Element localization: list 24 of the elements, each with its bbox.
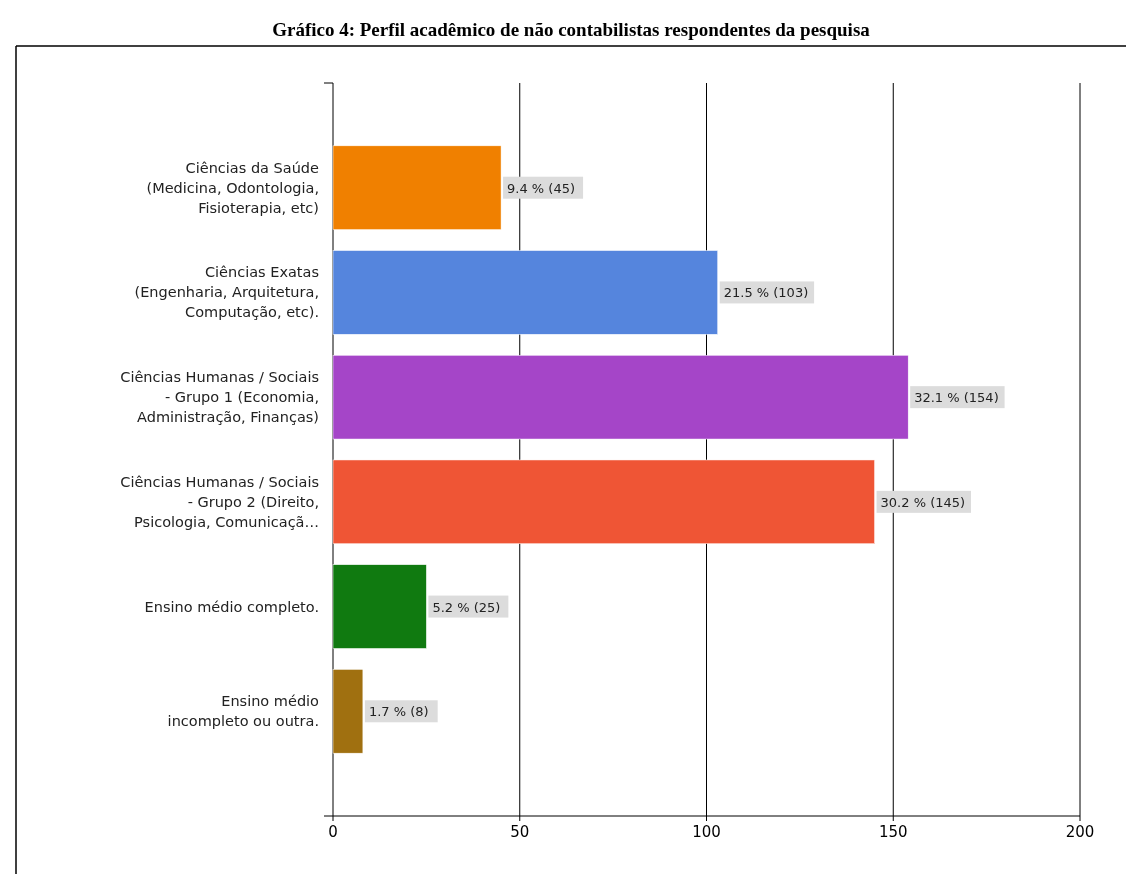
bar: [332, 355, 909, 440]
y-tick-label: Ciências Humanas / Sociais - Grupo 2 (Direito, Psicologia, Comunicaçã…: [120, 473, 319, 530]
bar: [332, 250, 718, 335]
bar: [332, 459, 875, 544]
bar: [332, 145, 502, 230]
data-label: 5.2 % (25): [432, 599, 501, 615]
y-tick-label: Ciências Humanas / Sociais - Grupo 1 (Economia, Administração, Finanças): [120, 369, 319, 426]
x-tick-label: 50: [510, 823, 530, 841]
y-tick-label: Ensino médio completo.: [144, 598, 319, 615]
x-tick-label: 100: [692, 823, 721, 841]
x-tick-label: 150: [878, 823, 908, 841]
y-tick-label: Ensino médio incompleto ou outra.: [167, 693, 320, 730]
x-tick-label: 200: [1065, 823, 1095, 841]
y-tick-label: Ciências da Saúde (Medicina, Odontologia, Fisioterapia, etc): [146, 159, 320, 216]
y-tick-label: Ciências Exatas (Engenharia, Arquitetura, Computação, etc).: [134, 264, 319, 321]
bar: [332, 669, 364, 754]
data-label: 30.2 % (145): [880, 494, 966, 510]
data-label: 1.7 % (8): [368, 704, 429, 720]
data-label: 9.4 % (45): [507, 180, 576, 196]
data-label: 21.5 % (103): [723, 285, 809, 301]
bar: [332, 564, 427, 649]
data-label: 32.1 % (154): [914, 390, 999, 406]
x-tick-label: 0: [328, 823, 338, 841]
chart-title: Gráfico 4: Perfil acadêmico de não contabilistas respondentes da pesquisa: [272, 19, 871, 40]
